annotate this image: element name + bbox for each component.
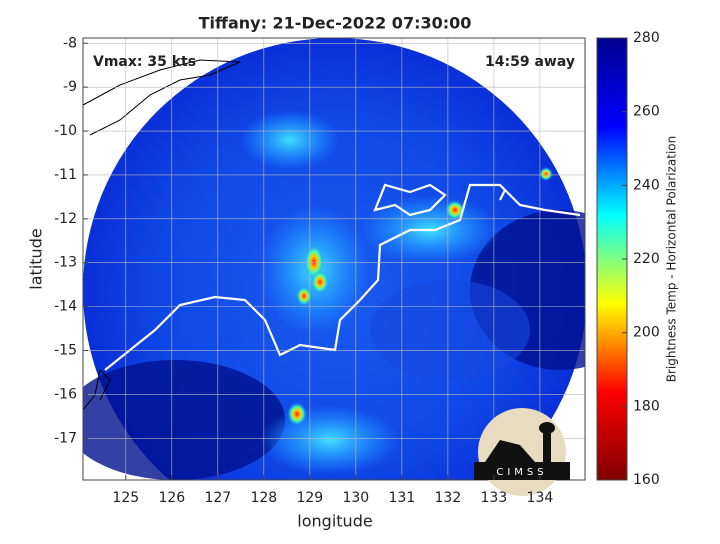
colorbar-tick-label: 220 [633, 251, 660, 267]
annotation: 14:59 away [485, 54, 575, 70]
x-axis-label: longitude [297, 512, 372, 531]
colorbar-tick-label: 200 [633, 325, 660, 341]
logo-text: CIMSS [496, 467, 547, 478]
coastline-land [83, 59, 241, 411]
grid [83, 38, 585, 480]
annotation: Vmax: 35 kts [93, 54, 196, 70]
x-tick-label: 134 [527, 490, 554, 506]
x-tick-label: 129 [296, 490, 323, 506]
x-tick-label: 128 [250, 490, 277, 506]
x-tick-label: 130 [342, 490, 369, 506]
y-tick-label: -14 [54, 299, 77, 315]
colorbar-label: Brightness Temp - Horizontal Polarizatio… [665, 136, 679, 383]
x-tick-label: 131 [389, 490, 416, 506]
colorbar-tick-label: 160 [633, 472, 660, 488]
y-tick-label: -11 [54, 167, 77, 183]
y-tick-label: -17 [54, 430, 77, 446]
x-tick-label: 127 [204, 490, 231, 506]
y-tick-label: -13 [54, 255, 77, 271]
y-tick-label: -10 [54, 123, 77, 139]
x-tick-label: 133 [481, 490, 508, 506]
x-tick-label: 125 [112, 490, 139, 506]
colorbar-tick-label: 180 [633, 398, 660, 414]
colorbar-tick-label: 260 [633, 104, 660, 120]
colorbar-tick-label: 240 [633, 177, 660, 193]
chart-title: Tiffany: 21-Dec-2022 07:30:00 [199, 14, 472, 33]
imagery [83, 38, 585, 480]
logo: CIMSS [474, 408, 570, 496]
y-tick-label: -8 [63, 35, 77, 51]
coastline [104, 183, 581, 371]
colorbar-tick-label: 280 [633, 30, 660, 46]
x-tick-label: 126 [158, 490, 185, 506]
y-tick-label: -15 [54, 343, 77, 359]
plot-frame [82, 37, 586, 481]
y-tick-label: -9 [63, 79, 77, 95]
y-axis-label: latitude [27, 228, 46, 289]
y-tick-label: -12 [54, 211, 77, 227]
x-tick-label: 132 [435, 490, 462, 506]
y-tick-label: -16 [54, 386, 77, 402]
